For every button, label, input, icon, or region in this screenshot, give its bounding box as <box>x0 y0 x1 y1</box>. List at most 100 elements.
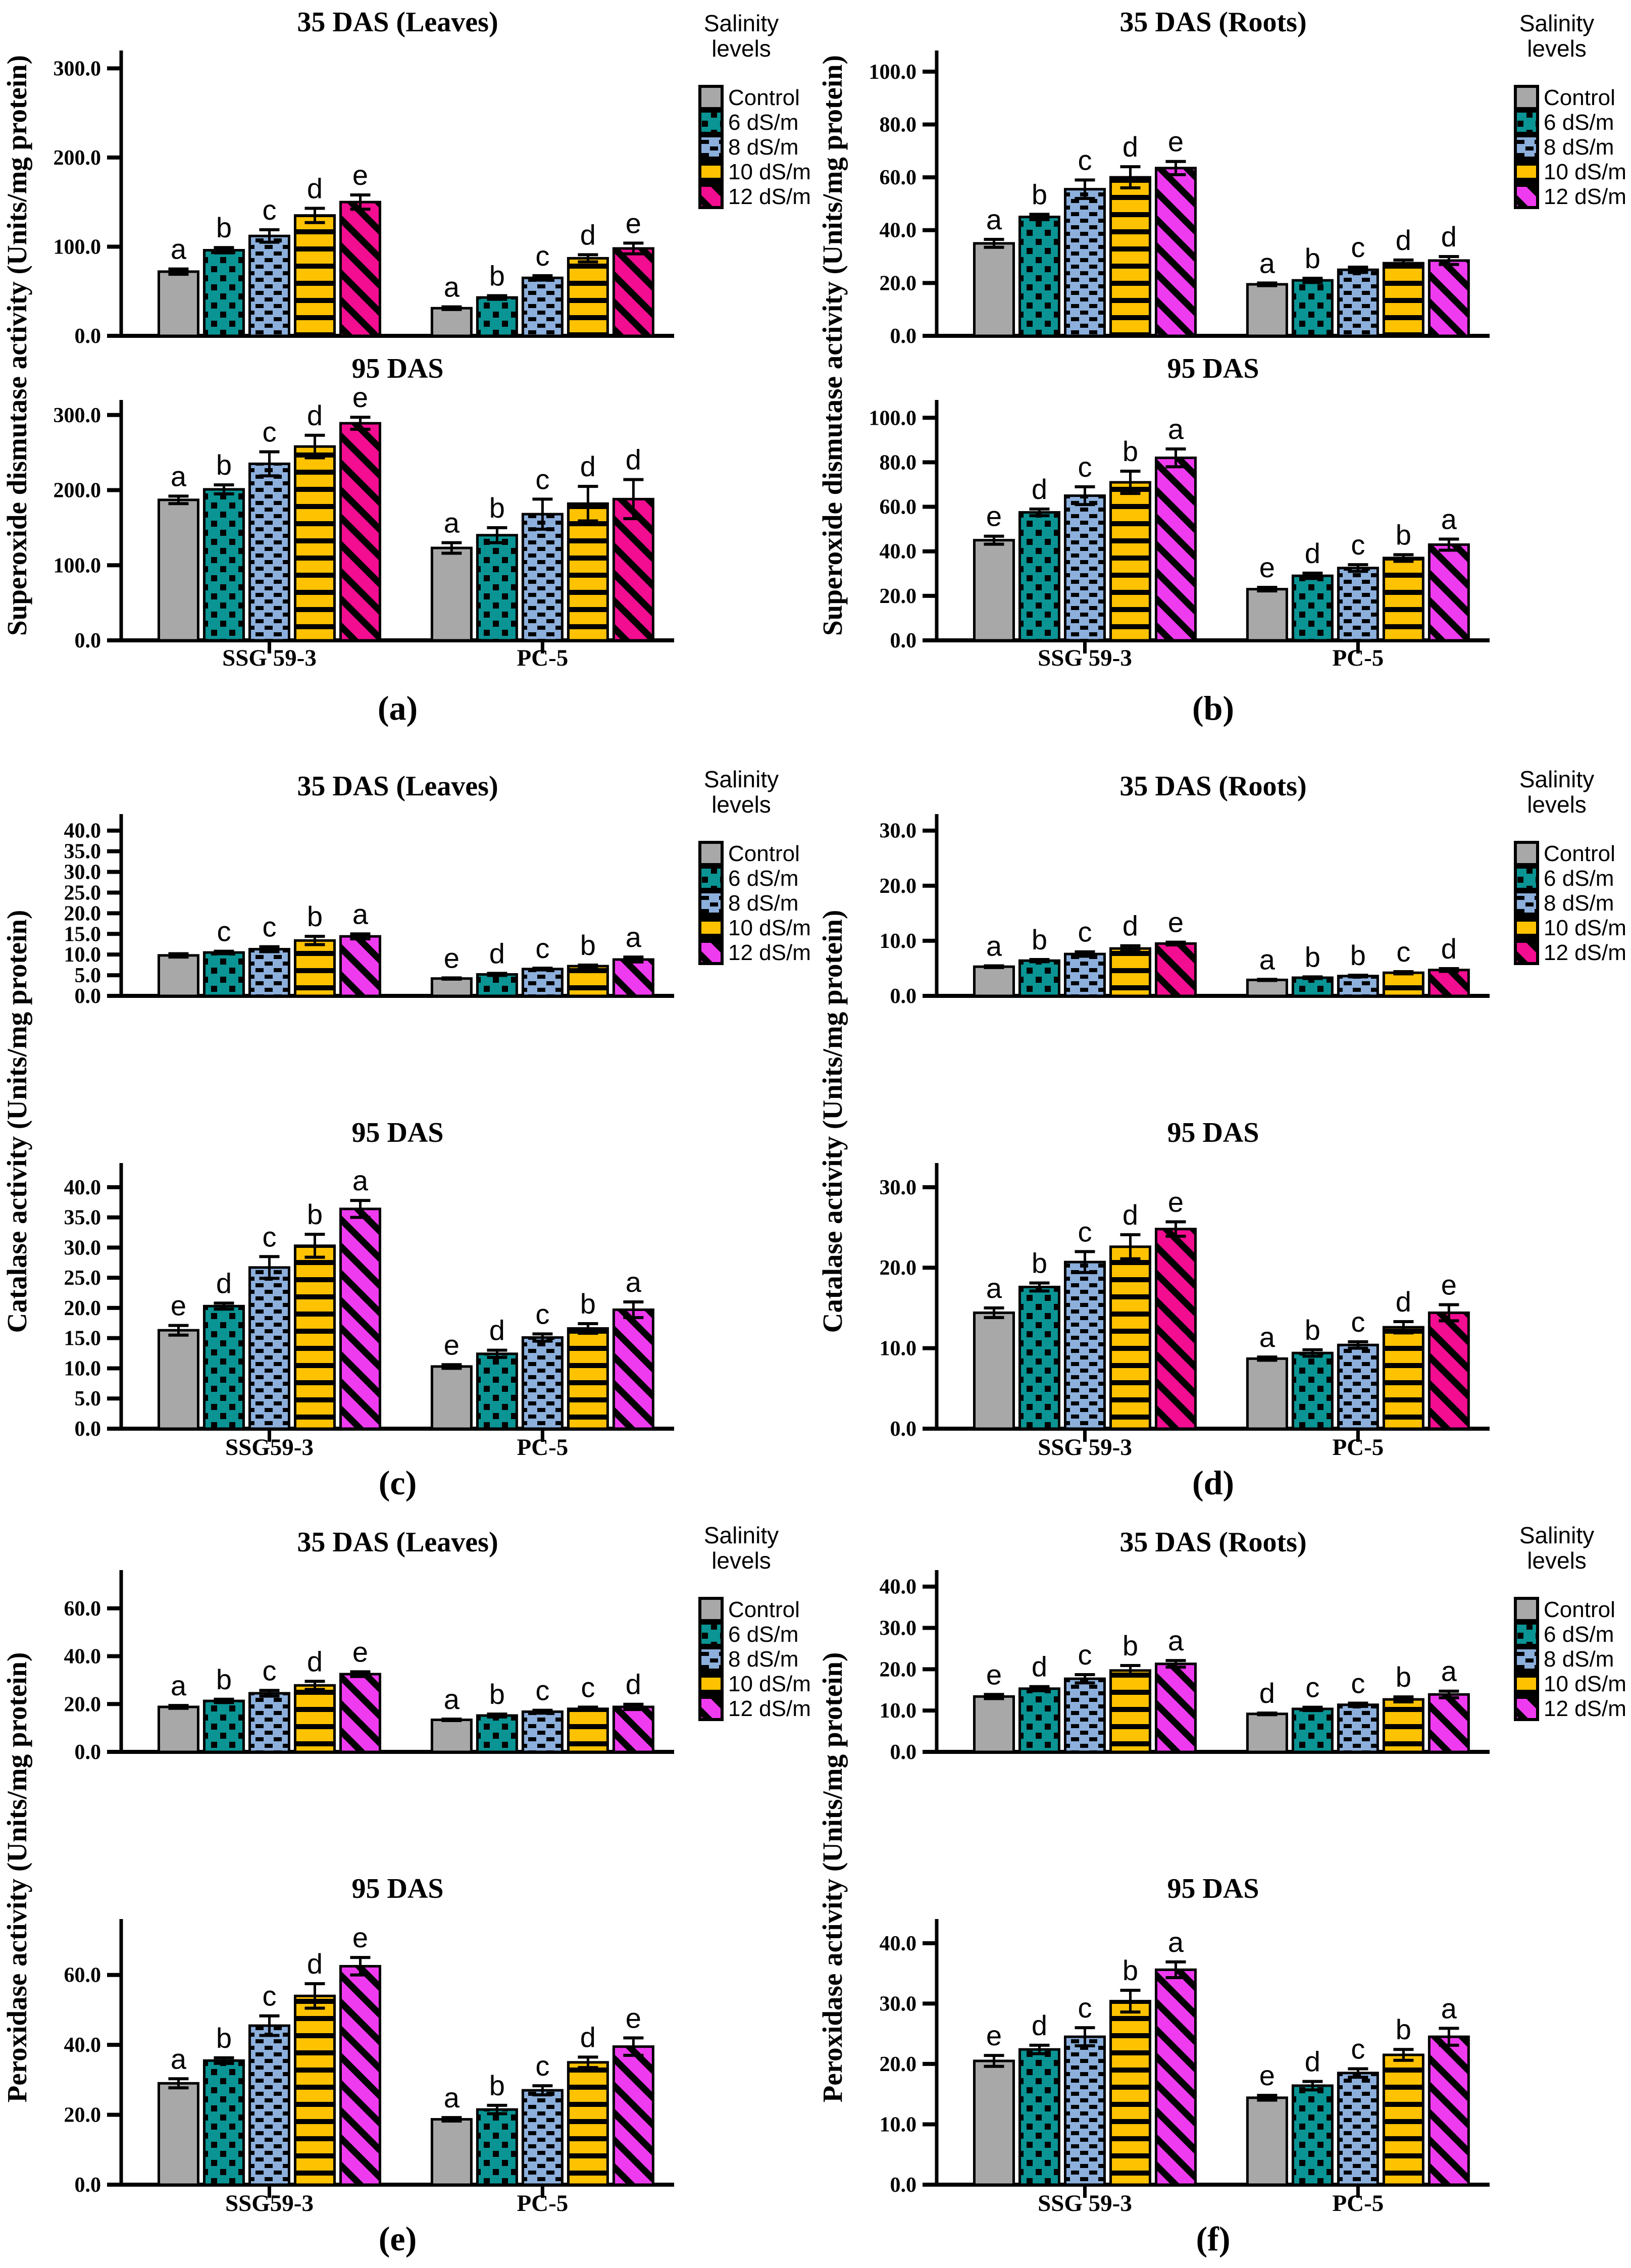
significance-letter: c <box>1078 451 1092 483</box>
error-bar <box>168 1704 189 1710</box>
legend-swatch-control <box>698 85 724 110</box>
legend-item: 10 dS/m <box>1514 1671 1626 1696</box>
bar <box>1109 1669 1151 1753</box>
error-bar <box>1165 940 1186 947</box>
y-tick-label: 10.0 <box>880 930 917 953</box>
bar <box>521 2089 564 2186</box>
error-bar <box>1302 1705 1323 1712</box>
legend-label: 6 dS/m <box>1544 1622 1614 1647</box>
significance-letter: b <box>1305 1314 1320 1346</box>
bar <box>1382 1698 1424 1753</box>
bar <box>476 1714 518 1753</box>
significance-letter: e <box>1168 906 1184 938</box>
legend-swatch-10dsm <box>1514 1671 1539 1696</box>
significance-letter: c <box>217 916 231 947</box>
panel-letter: (a) <box>378 689 418 727</box>
significance-letter: d <box>580 450 596 482</box>
significance-letter: c <box>1305 1672 1319 1703</box>
bar <box>202 488 245 642</box>
legend-item: 10 dS/m <box>698 915 811 940</box>
bar <box>567 965 609 997</box>
error-bar <box>984 238 1004 249</box>
significance-letter: d <box>1032 2009 1047 2041</box>
group-label: PC-5 <box>1332 645 1384 671</box>
significance-letter: c <box>581 1671 595 1703</box>
legend-label: 8 dS/m <box>728 135 798 160</box>
significance-letter: a <box>986 930 1002 962</box>
error-bar <box>350 1199 371 1219</box>
significance-letter: b <box>1396 2013 1411 2045</box>
panel-c: Catalase activity (Units/mg protein) Sali… <box>0 756 816 1512</box>
error-bar <box>259 945 280 953</box>
significance-letter: e <box>626 207 641 239</box>
significance-letter: e <box>352 159 368 191</box>
error-bar <box>1165 1659 1186 1669</box>
legend-swatch-6dsm <box>698 1622 724 1647</box>
legend-label: 12 dS/m <box>1544 1696 1626 1721</box>
group-label: SSG59-3 <box>225 2190 314 2216</box>
error-bar <box>984 1306 1004 1320</box>
error-bar <box>1439 255 1459 266</box>
legend-swatch-6dsm <box>1514 1622 1539 1647</box>
significance-letter: a <box>986 204 1002 235</box>
error-bar <box>350 1956 371 1977</box>
legend-item: 6 dS/m <box>698 1622 798 1647</box>
bar <box>1291 279 1334 337</box>
significance-letter: b <box>216 1664 232 1695</box>
error-bar <box>1120 470 1141 495</box>
legend-label: 8 dS/m <box>728 891 798 916</box>
legend-item: 6 dS/m <box>698 866 798 891</box>
legend-label: 10 dS/m <box>1544 160 1626 184</box>
significance-letter: e <box>352 1636 368 1668</box>
bar <box>1337 975 1379 997</box>
error-bar <box>487 1348 507 1359</box>
legend-label: 12 dS/m <box>1544 184 1626 209</box>
error-bar <box>984 534 1004 546</box>
legend-item: Control <box>698 841 800 866</box>
bar <box>1428 969 1470 997</box>
significance-letter: b <box>1123 1630 1138 1661</box>
legend-item: 12 dS/m <box>1514 184 1626 209</box>
bar <box>612 247 654 337</box>
group-label: SSG 59-3 <box>1038 645 1132 671</box>
panel-f: Peroxidase activity (Units/mg protein) Sa… <box>816 1512 1631 2268</box>
bar <box>1063 1261 1106 1430</box>
significance-letter: e <box>171 1290 186 1322</box>
bar <box>1109 176 1151 337</box>
legend-title-line1: Salinity <box>704 1522 779 1548</box>
significance-letter: b <box>1123 1954 1138 1986</box>
figure-panel-a: Superoxide dismutase activity (Units/mg … <box>2 7 811 727</box>
error-bar <box>623 241 644 256</box>
error-bar <box>623 1702 644 1711</box>
legend-swatch-control <box>1514 85 1539 110</box>
bar <box>339 200 381 337</box>
bar <box>1246 2096 1288 2186</box>
error-bar <box>623 955 644 964</box>
error-bar <box>1257 978 1278 982</box>
error-bar <box>984 2054 1004 2068</box>
bar <box>1246 588 1288 642</box>
error-bar <box>1257 1355 1278 1362</box>
legend-swatch-10dsm <box>698 915 724 940</box>
error-bar <box>168 2077 189 2090</box>
error-bar <box>441 1718 462 1722</box>
chart-title: 95 DAS <box>1167 1117 1259 1148</box>
y-tick-label: 30.0 <box>64 861 101 884</box>
error-bar <box>1075 950 1095 958</box>
bar <box>1428 2035 1470 2186</box>
group-label: PC-5 <box>1332 2190 1384 2216</box>
significance-letter: a <box>1259 1321 1276 1353</box>
significance-letter: d <box>307 1645 323 1677</box>
bar <box>1382 2053 1424 2186</box>
significance-letter: c <box>262 1980 276 2012</box>
legend-swatch-6dsm <box>1514 866 1539 891</box>
y-tick-label: 60.0 <box>64 1597 101 1621</box>
bar <box>157 2082 199 2186</box>
significance-letter: e <box>1259 2059 1275 2091</box>
bar <box>1109 947 1151 997</box>
y-tick-label: 30.0 <box>880 1176 917 1199</box>
significance-letter: e <box>444 1329 460 1360</box>
